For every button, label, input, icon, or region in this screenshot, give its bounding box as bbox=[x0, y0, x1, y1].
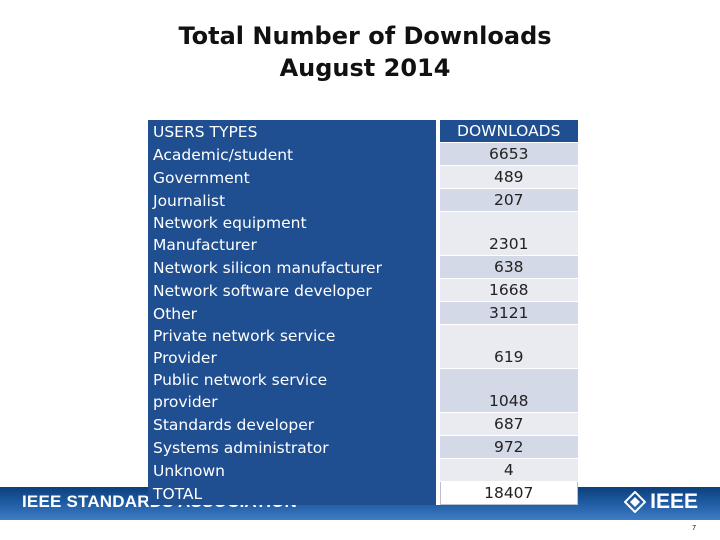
total-value: 18407 bbox=[439, 481, 578, 505]
downloads-cell: 6653 bbox=[440, 142, 578, 166]
user-type-cell: Government bbox=[148, 165, 436, 189]
user-type-cell: Network software developer bbox=[148, 278, 436, 302]
user-type-label: Manufacturer bbox=[153, 235, 257, 254]
user-type-label: Network silicon manufacturer bbox=[153, 258, 382, 277]
title-line-2: August 2014 bbox=[279, 54, 451, 82]
user-type-cell: Network equipment Manufacturer bbox=[148, 211, 436, 256]
user-type-cell: Journalist bbox=[148, 188, 436, 212]
user-type-label: Network software developer bbox=[153, 281, 372, 300]
downloads-cell: 4 bbox=[440, 458, 578, 482]
user-type-label: Standards developer bbox=[153, 415, 315, 434]
table-header-row: USERS TYPES DOWNLOADS bbox=[148, 120, 578, 143]
ieee-diamond-icon bbox=[624, 491, 647, 513]
downloads-cell: 207 bbox=[440, 188, 578, 212]
column-gap bbox=[436, 120, 440, 143]
user-type-cell: Academic/student bbox=[148, 142, 436, 166]
downloads-cell: 2301 bbox=[440, 211, 578, 256]
header-user-types: USERS TYPES bbox=[148, 120, 436, 143]
user-type-label: provider bbox=[153, 392, 218, 411]
user-type-label: Private network service bbox=[153, 326, 336, 345]
downloads-cell: 972 bbox=[440, 435, 578, 459]
column-gap bbox=[436, 211, 440, 256]
downloads-cell: 1048 bbox=[440, 368, 578, 413]
user-type-cell: Standards developer bbox=[148, 412, 436, 436]
ieee-logo-text: IEEE bbox=[650, 490, 698, 513]
user-type-cell: Private network service Provider bbox=[148, 324, 436, 369]
user-type-cell: Unknown bbox=[148, 458, 436, 482]
column-gap bbox=[436, 301, 440, 325]
user-type-label: Unknown bbox=[153, 461, 225, 480]
column-gap bbox=[436, 255, 440, 279]
total-label: TOTAL bbox=[148, 481, 436, 505]
table-row: Standards developer 687 bbox=[148, 412, 578, 436]
column-gap bbox=[436, 435, 440, 459]
user-type-cell: Other bbox=[148, 301, 436, 325]
table-row: Network silicon manufacturer 638 bbox=[148, 255, 578, 279]
column-gap bbox=[436, 188, 440, 212]
user-type-label: Government bbox=[153, 168, 250, 187]
user-type-cell: Network silicon manufacturer bbox=[148, 255, 436, 279]
downloads-cell: 489 bbox=[440, 165, 578, 189]
downloads-cell: 638 bbox=[440, 255, 578, 279]
table-row: Journalist 207 bbox=[148, 188, 578, 212]
table-row: Systems administrator 972 bbox=[148, 435, 578, 459]
user-type-label: Other bbox=[153, 304, 198, 323]
downloads-cell: 619 bbox=[440, 324, 578, 369]
user-type-label: Provider bbox=[153, 348, 217, 367]
user-type-label: Academic/student bbox=[153, 145, 294, 164]
column-gap bbox=[436, 324, 440, 369]
header-downloads: DOWNLOADS bbox=[440, 120, 578, 143]
user-type-label: Network equipment bbox=[153, 213, 307, 232]
downloads-cell: 1668 bbox=[440, 278, 578, 302]
column-gap bbox=[436, 368, 440, 413]
table-row: Unknown 4 bbox=[148, 458, 578, 482]
table-row: Academic/student 6653 bbox=[148, 142, 578, 166]
downloads-cell: 3121 bbox=[440, 301, 578, 325]
table-row: Network equipment Manufacturer 2301 bbox=[148, 211, 578, 256]
table-row: Private network service Provider 619 bbox=[148, 324, 578, 369]
user-type-label: Public network service bbox=[153, 370, 328, 389]
column-gap bbox=[436, 458, 440, 482]
title-line-1: Total Number of Downloads bbox=[178, 22, 552, 50]
column-gap bbox=[436, 412, 440, 436]
user-type-label: Systems administrator bbox=[153, 438, 329, 457]
table-row: Other 3121 bbox=[148, 301, 578, 325]
downloads-cell: 687 bbox=[440, 412, 578, 436]
table-row: Network software developer 1668 bbox=[148, 278, 578, 302]
column-gap bbox=[436, 278, 440, 302]
user-type-cell: Systems administrator bbox=[148, 435, 436, 459]
user-type-label: Journalist bbox=[153, 191, 226, 210]
table-total-row: TOTAL 18407 bbox=[148, 481, 578, 505]
ieee-logo: IEEE bbox=[624, 490, 698, 514]
slide-title: Total Number of Downloads August 2014 bbox=[0, 20, 720, 84]
downloads-table-body: USERS TYPES DOWNLOADS Academic/student 66… bbox=[148, 120, 578, 505]
user-type-cell: Public network service provider bbox=[148, 368, 436, 413]
downloads-table: USERS TYPES DOWNLOADS Academic/student 66… bbox=[148, 120, 578, 505]
table-row: Government 489 bbox=[148, 165, 578, 189]
column-gap bbox=[436, 165, 440, 189]
page-number: 7 bbox=[692, 525, 696, 532]
column-gap bbox=[436, 142, 440, 166]
table-row: Public network service provider 1048 bbox=[148, 368, 578, 413]
column-gap bbox=[436, 481, 440, 505]
